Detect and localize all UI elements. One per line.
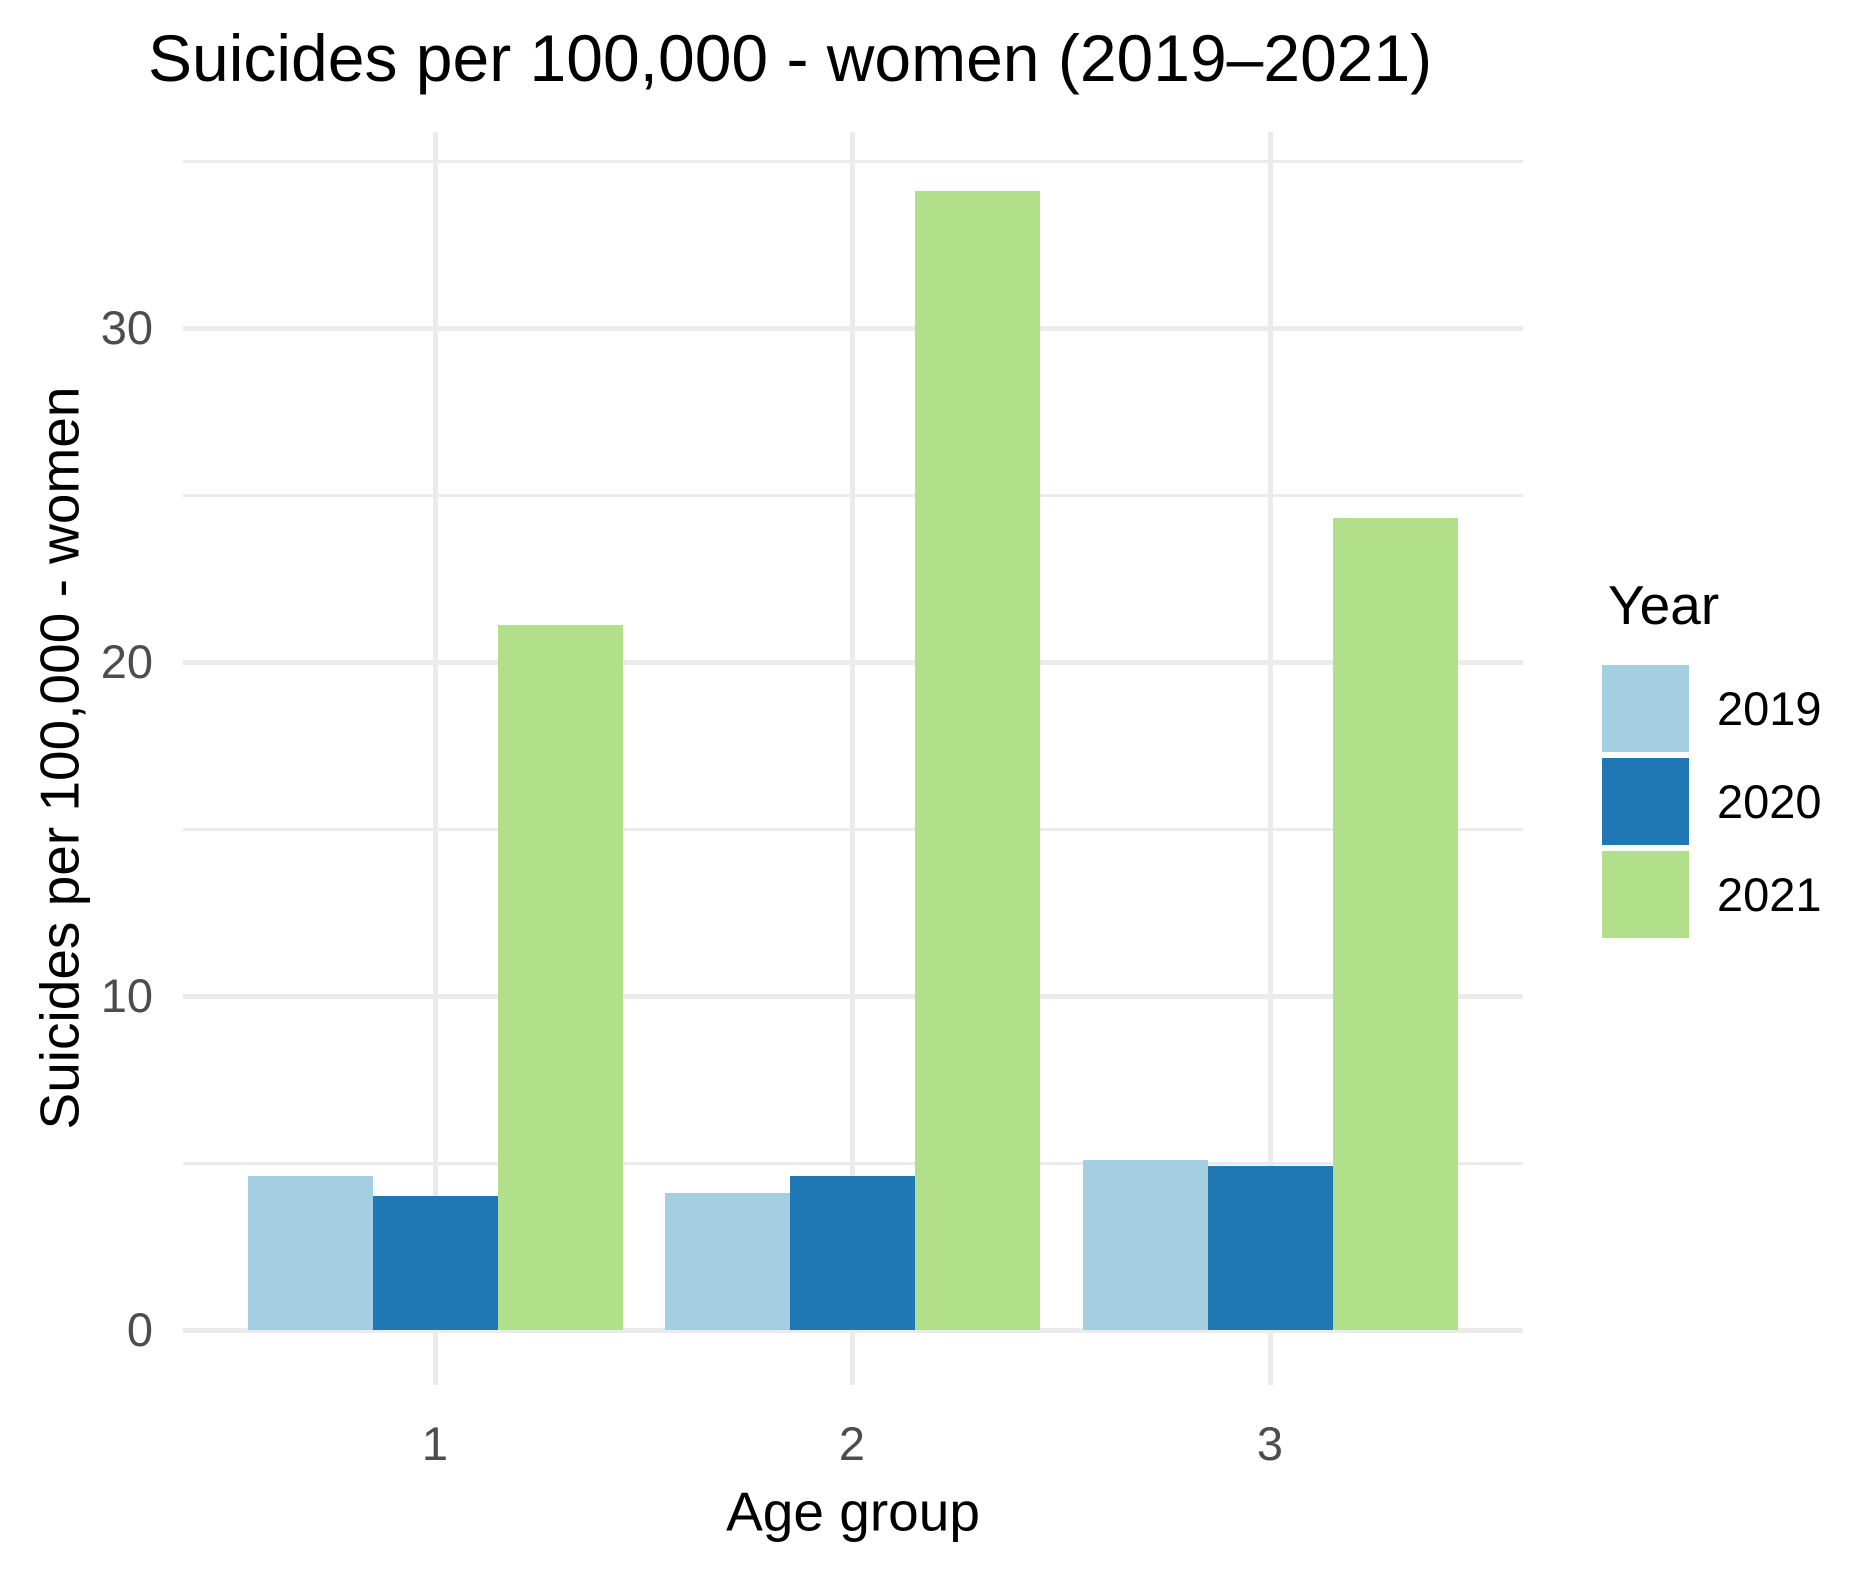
bar-group3-2021 [1332, 518, 1458, 1330]
legend-key-2019 [1602, 665, 1689, 752]
legend-item: 2019 [1602, 665, 1822, 752]
plot-panel [183, 132, 1523, 1385]
bar-group3-2020 [1207, 1166, 1333, 1330]
legend-label-2020: 2020 [1717, 774, 1822, 828]
legend-key-2020 [1602, 758, 1689, 845]
bar-group2-2021 [914, 191, 1040, 1330]
legend-title: Year [1608, 574, 1720, 636]
legend: Year 2019 2020 2021 [1602, 578, 1822, 944]
x-axis-title: Age group [726, 1480, 980, 1543]
bar-group1-2021 [497, 625, 623, 1330]
y-tick-label: 30 [100, 301, 153, 354]
legend-items: 2019 2020 2021 [1602, 665, 1822, 938]
y-tick-label: 0 [126, 1303, 153, 1356]
bar-group3-2019 [1082, 1159, 1208, 1330]
gridline-vertical [1267, 132, 1273, 1385]
chart-title: Suicides per 100,000 - women (2019–2021) [148, 21, 1433, 95]
legend-item: 2020 [1602, 758, 1822, 845]
gridline-vertical [849, 132, 855, 1385]
x-tick-label: 3 [1256, 1417, 1284, 1470]
legend-key-2021 [1602, 851, 1689, 938]
bar-group1-2019 [247, 1176, 373, 1330]
bar-group1-2020 [372, 1196, 498, 1330]
x-tick-label: 1 [421, 1417, 449, 1470]
legend-label-2019: 2019 [1717, 681, 1822, 735]
y-tick-label: 10 [100, 969, 153, 1022]
gridline-vertical [432, 132, 438, 1385]
bar-group2-2020 [789, 1176, 915, 1330]
legend-item: 2021 [1602, 851, 1822, 938]
bar-group2-2019 [664, 1193, 790, 1330]
legend-label-2021: 2021 [1717, 867, 1822, 921]
y-tick-label: 20 [100, 635, 153, 688]
x-tick-label: 2 [838, 1417, 866, 1470]
